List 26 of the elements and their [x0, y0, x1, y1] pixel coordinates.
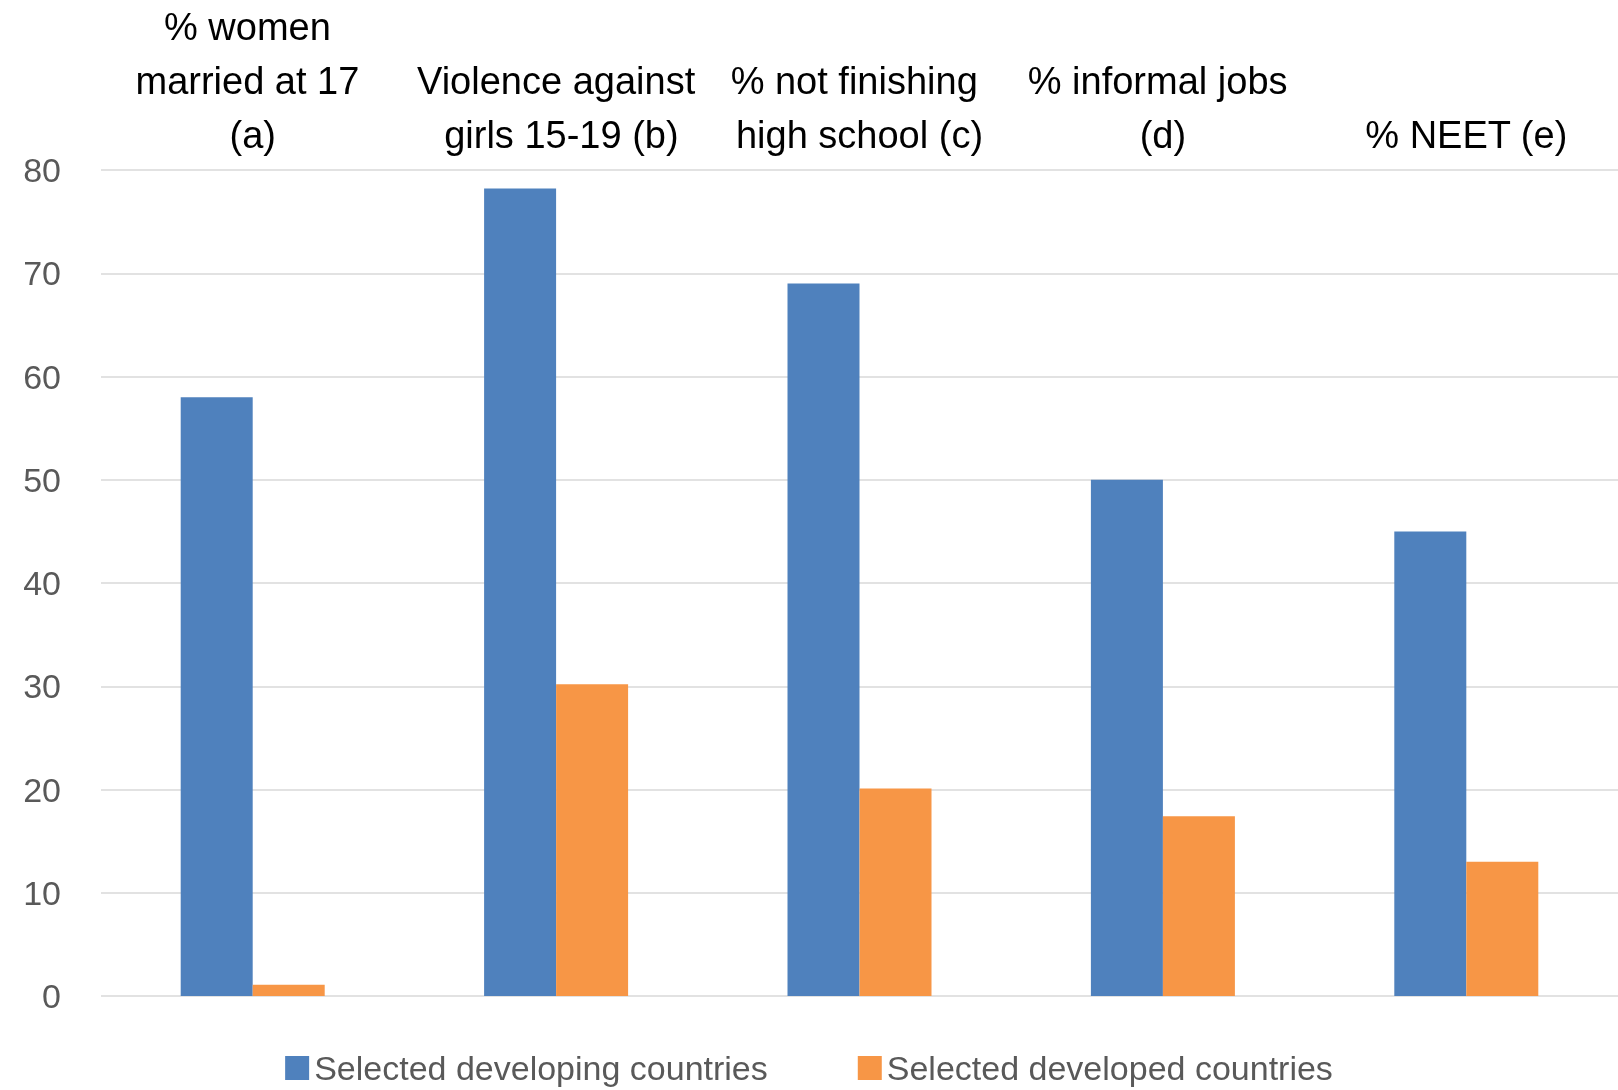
y-tick-label: 0 [42, 977, 61, 1015]
x-tick-label: % not finishing high school (c) [730, 60, 989, 156]
bar [1466, 861, 1539, 996]
bar [180, 397, 253, 996]
bar [1394, 531, 1467, 996]
bar [787, 283, 860, 996]
x-tick-label: Violence against girls 15-19 (b) [417, 60, 696, 156]
legend-label: Selected developed countries [886, 1049, 1333, 1087]
x-tick-label: % NEET (e) [1365, 114, 1568, 156]
legend-label: Selected developing countries [314, 1049, 768, 1087]
y-tick-label: 40 [23, 564, 61, 602]
bar [1162, 816, 1235, 996]
bar [484, 188, 557, 996]
bar [556, 684, 629, 996]
y-tick-label: 50 [23, 460, 61, 499]
x-tick-label: % informal jobs (d) [1027, 60, 1299, 156]
bar [252, 984, 325, 996]
y-tick-label: 70 [23, 254, 61, 293]
y-tick-label: 60 [23, 357, 61, 396]
y-tick-label: 30 [23, 667, 61, 706]
x-tick-label: % women married at 17 (a) [135, 6, 370, 156]
bar [1090, 479, 1163, 996]
y-tick-label: 20 [23, 770, 61, 809]
y-tick-label: 80 [23, 151, 61, 189]
bar [859, 788, 932, 996]
y-tick-label: 10 [23, 873, 61, 912]
